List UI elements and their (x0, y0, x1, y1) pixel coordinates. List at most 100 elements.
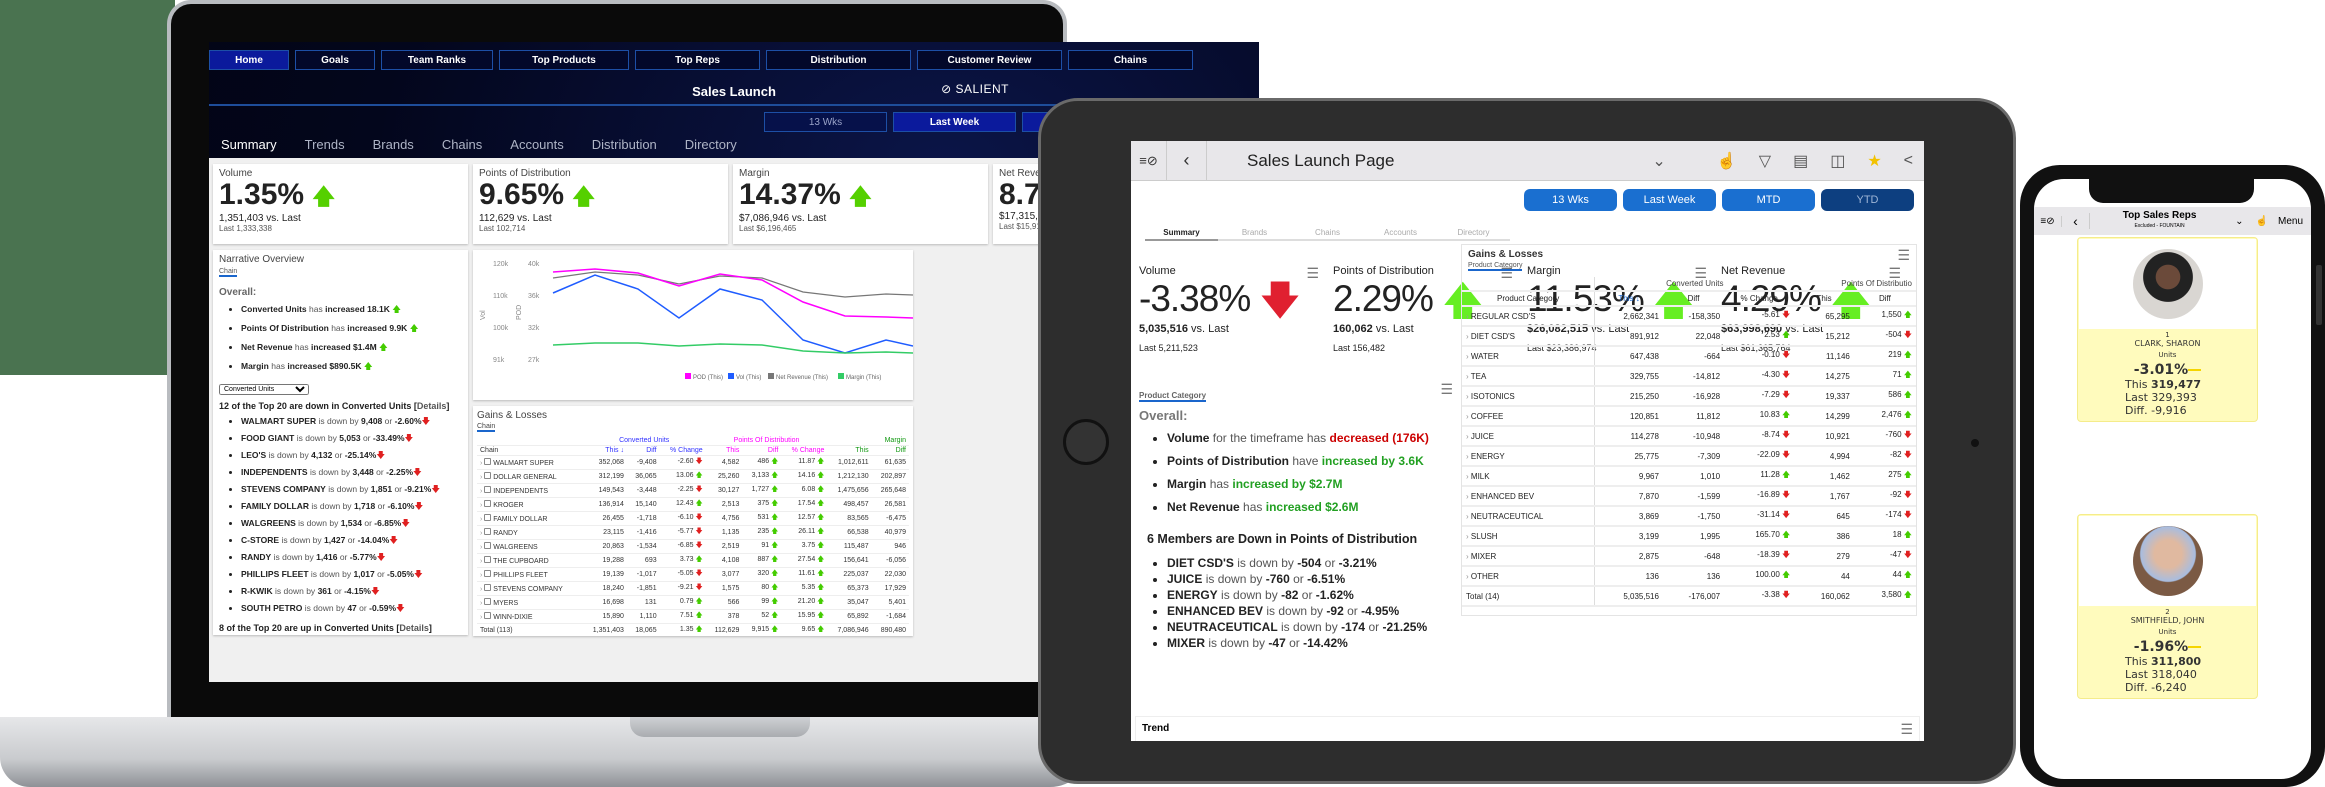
table-row[interactable]: › RANDY 23,115 -1,416 -5.77 🡇 1,135 235 🡅 26.1… (477, 525, 909, 540)
period-last-week[interactable]: Last Week (1623, 189, 1716, 211)
chevron-down-icon[interactable]: ⌄ (2235, 215, 2244, 227)
back-icon[interactable]: ‹ (1167, 141, 1207, 181)
home-button[interactable] (1063, 419, 1109, 465)
save-icon[interactable]: ◫ (1830, 152, 1846, 170)
tab-summary[interactable]: Summary (1145, 228, 1218, 241)
table-row[interactable]: › TEA 329,755 -14,812 -4.30 🡇 14,275 71 🡅 (1462, 366, 1916, 387)
details-link[interactable]: Details (399, 623, 429, 633)
row-checkbox[interactable] (484, 458, 492, 465)
tab-chains[interactable]: Chains (1291, 228, 1364, 241)
table-row[interactable]: › ENHANCED BEV 7,870 -1,599 -16.89 🡇 1,767 -9… (1462, 486, 1916, 507)
star-icon[interactable]: ★ (1867, 152, 1882, 170)
comment-icon[interactable]: ▤ (1793, 152, 1809, 170)
period-13wks[interactable]: 13 Wks (1524, 189, 1617, 211)
row-checkbox[interactable] (484, 528, 492, 535)
nav-top-reps[interactable]: Top Reps (635, 50, 760, 70)
row-checkbox[interactable] (484, 612, 492, 619)
tab-trends[interactable]: Trends (304, 137, 345, 152)
chain-chip[interactable]: Chain (219, 268, 238, 277)
tab-accounts[interactable]: Accounts (510, 137, 564, 152)
row-checkbox[interactable] (484, 584, 492, 591)
rep-card-2[interactable]: 2 SMITHFIELD, JOHN Units -1.96% This 311… (2077, 514, 2258, 699)
table-row[interactable]: › OTHER 136 136 100.00 🡅 44 44 🡅 (1462, 566, 1916, 587)
row-checkbox[interactable] (484, 472, 492, 479)
tab-chains[interactable]: Chains (441, 137, 483, 152)
rep-card-1[interactable]: 1 CLARK, SHARON Units -3.01% This 319,47… (2077, 237, 2258, 422)
kpi-points-of-distribution[interactable]: Points of Distribution 9.65% 🡅 112,629 v… (473, 164, 728, 244)
salient-menu-icon[interactable]: ≡⊘ (2034, 215, 2062, 227)
period-ytd[interactable]: YTD (1821, 189, 1914, 211)
table-row[interactable]: › ENERGY 25,775 -7,309 -22.09 🡇 4,994 -82 🡇 (1462, 446, 1916, 467)
table-row[interactable]: › WALGREENS 20,863 -1,534 -6.85 🡇 2,519 91 🡅 3… (477, 539, 909, 554)
salient-menu-icon[interactable]: ≡⊘ (1131, 141, 1167, 181)
kpi-margin[interactable]: Margin 14.37% 🡅 $7,086,946 vs. Last Last… (733, 164, 988, 244)
product-category-chip[interactable]: Product Category (1468, 262, 1523, 271)
table-row[interactable]: › WATER 647,438 -664 -0.10 🡇 11,146 219 🡅 (1462, 346, 1916, 367)
sort-column[interactable]: This ↓ (1594, 291, 1663, 307)
row-checkbox[interactable] (484, 542, 492, 549)
tab-distribution[interactable]: Distribution (591, 137, 657, 152)
row-checkbox[interactable] (484, 556, 492, 563)
nav-goals[interactable]: Goals (295, 50, 375, 70)
nav-top-products[interactable]: Top Products (499, 50, 629, 70)
tab-brands[interactable]: Brands (1218, 228, 1291, 241)
table-row[interactable]: › ISOTONICS 215,250 -16,928 -7.29 🡇 19,337 58… (1462, 386, 1916, 407)
row-checkbox[interactable] (484, 570, 492, 577)
details-link[interactable]: Details (416, 401, 447, 411)
table-row[interactable]: › JUICE 114,278 -10,948 -8.74 🡇 10,921 -760 🡇 (1462, 426, 1916, 447)
nav-distribution[interactable]: Distribution (766, 50, 911, 70)
table-row[interactable]: › INDEPENDENTS 149,543 -3,448 -2.25 🡇 30,127… (477, 483, 909, 498)
period-last-week[interactable]: Last Week (893, 112, 1016, 132)
table-row[interactable]: › STEVENS COMPANY 18,240 -1,851 -9.21 🡇 1,57… (477, 581, 909, 596)
table-row[interactable]: › NEUTRACEUTICAL 3,869 -1,750 -31.14 🡇 645 -1… (1462, 506, 1916, 527)
table-row[interactable]: › REGULAR CSD'S 2,662,341 -158,350 -5.61 🡇 6… (1462, 306, 1916, 327)
table-row[interactable]: › THE CUPBOARD 19,288 693 3.73 🡅 4,108 887 🡅 2… (477, 553, 909, 568)
product-category-chip[interactable]: Product Category (1139, 391, 1207, 402)
table-row[interactable]: › MIXER 2,875 -648 -18.39 🡇 279 -47 🡇 (1462, 546, 1916, 567)
table-row[interactable]: › MYERS 16,698 131 0.79 🡅 566 99 🡅 21.20 🡅 35,0… (477, 595, 909, 610)
table-row[interactable]: › WALMART SUPER 352,068 -9,408 -2.60 🡇 4,582… (477, 455, 909, 470)
table-row[interactable]: › FAMILY DOLLAR 26,455 -1,718 -6.10 🡇 4,756 5… (477, 511, 909, 526)
table-row[interactable]: › DIET CSD'S 891,912 22,048 2.53 🡅 15,212 -50… (1462, 326, 1916, 347)
back-icon[interactable]: ‹ (2062, 213, 2090, 229)
period-13wks[interactable]: 13 Wks (764, 112, 887, 132)
row-checkbox[interactable] (484, 486, 492, 493)
hamburger-icon[interactable]: ☰ (1440, 381, 1453, 397)
tab-directory[interactable]: Directory (1437, 228, 1510, 241)
nav-chains[interactable]: Chains (1068, 50, 1193, 70)
table-row[interactable]: › SLUSH 3,199 1,995 165.70 🡅 386 18 🡅 (1462, 526, 1916, 547)
avatar (2132, 526, 2203, 596)
tab-summary[interactable]: Summary (221, 137, 277, 152)
kpi-volume[interactable]: Volume ☰ -3.38% 🡇 5,035,516 vs. Last Las… (1139, 265, 1319, 354)
metric-select[interactable]: Converted Units (219, 384, 309, 395)
tab-brands[interactable]: Brands (372, 137, 414, 152)
row-checkbox[interactable] (484, 598, 492, 605)
row-checkbox[interactable] (484, 514, 492, 521)
kpi-volume[interactable]: Volume 1.35% 🡅 1,351,403 vs. Last Last 1… (213, 164, 468, 244)
table-row[interactable]: › MILK 9,967 1,010 11.28 🡅 1,462 275 🡅 (1462, 466, 1916, 487)
chevron-down-icon[interactable]: ⌄ (1652, 152, 1666, 170)
menu-button[interactable]: Menu (2277, 215, 2303, 227)
nav-customer-review[interactable]: Customer Review (917, 50, 1062, 70)
filter-icon[interactable]: ▽ (1758, 152, 1772, 170)
touch-sort-icon[interactable]: ☝ (1716, 152, 1737, 170)
hamburger-icon[interactable]: ☰ (1306, 265, 1319, 281)
period-mtd[interactable]: MTD (1722, 189, 1815, 211)
nav-home[interactable]: Home (209, 50, 289, 70)
table-row[interactable]: › PHILLIPS FLEET 19,139 -1,017 -5.05 🡇 3,077… (477, 567, 909, 582)
touch-sort-icon[interactable]: ☝ (2255, 215, 2268, 227)
table-row[interactable]: › DOLLAR GENERAL 312,199 36,065 13.06 🡅 25,2… (477, 469, 909, 484)
sort-column[interactable]: This ↓ (582, 445, 627, 456)
gains-losses-panel: ☰ Gains & Losses Product Category Conver… (1461, 244, 1917, 616)
tab-directory[interactable]: Directory (684, 137, 737, 152)
share-icon[interactable]: < (1903, 151, 1913, 169)
chain-chip[interactable]: Chain (477, 423, 496, 432)
hamburger-icon[interactable]: ☰ (1897, 247, 1910, 263)
row-checkbox[interactable] (484, 500, 492, 507)
table-row[interactable]: › WINN-DIXIE 15,890 1,110 7.51 🡅 378 52 🡅 15.9… (477, 609, 909, 624)
tab-accounts[interactable]: Accounts (1364, 228, 1437, 241)
table-row[interactable]: › KROGER 136,914 15,140 12.43 🡅 2,513 375 🡅 17… (477, 497, 909, 512)
table-row[interactable]: › COFFEE 120,851 11,812 10.83 🡅 14,299 2,476 … (1462, 406, 1916, 427)
hamburger-icon[interactable]: ☰ (1900, 721, 1913, 737)
nav-team-ranks[interactable]: Team Ranks (381, 50, 493, 70)
